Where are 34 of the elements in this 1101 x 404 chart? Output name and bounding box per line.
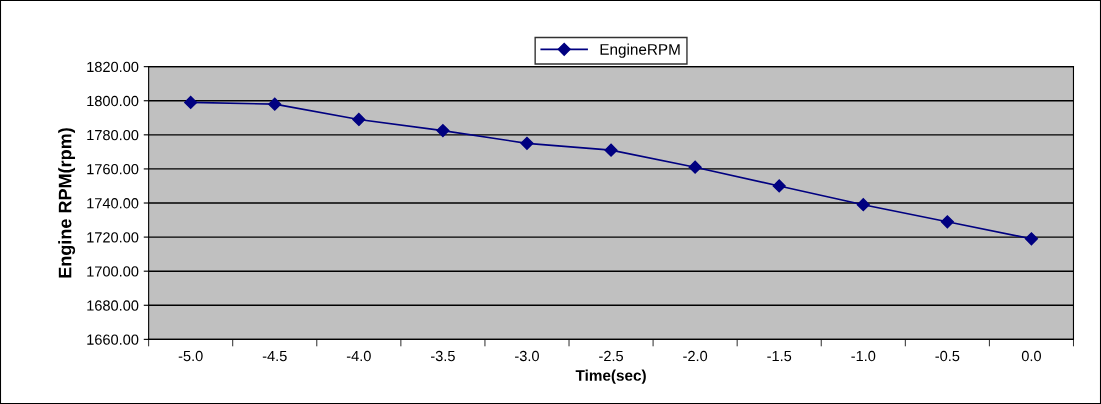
y-tick-label: 1720.00 [87, 232, 139, 243]
y-tick-label: 1740.00 [87, 198, 139, 209]
x-tick-label: -1.5 [767, 351, 792, 362]
legend-label: EngineRPM [600, 43, 680, 58]
y-tick-label: 1660.00 [87, 334, 139, 345]
point [604, 143, 618, 157]
x-axis-title: Time(sec) [575, 369, 646, 384]
x-tick-label: -3.5 [430, 350, 455, 362]
x-tick-label: -0.5 [935, 350, 960, 362]
point [940, 215, 954, 229]
y-axis-title: Engine RPM(rpm) [58, 128, 76, 278]
point [436, 123, 450, 138]
point [856, 198, 870, 212]
x-tick-label: -1.0 [851, 350, 876, 362]
y-tick-label: 1800.00 [87, 95, 139, 107]
point [772, 179, 786, 193]
x-tick-label: 0.0 [1021, 350, 1041, 362]
point [352, 112, 366, 127]
y-tick-label: 1700.00 [87, 266, 139, 277]
point [520, 136, 534, 150]
x-tick-label: -3.0 [515, 350, 539, 362]
point [688, 160, 702, 174]
x-tick-label: -5.0 [178, 350, 203, 362]
y-tick-label: 1680.00 [87, 300, 139, 311]
x-tick-label: -2.0 [683, 350, 708, 362]
x-tick-label: -4.5 [262, 351, 287, 362]
y-tick-label: 1760.00 [87, 164, 139, 175]
x-tick-label: -2.5 [599, 350, 624, 362]
x-tick-label: -4.0 [346, 350, 371, 362]
y-tick-label: 1820.00 [87, 61, 139, 73]
point [1024, 232, 1039, 246]
y-tick-label: 1780.00 [87, 129, 139, 141]
point [184, 95, 198, 110]
point [268, 97, 282, 111]
